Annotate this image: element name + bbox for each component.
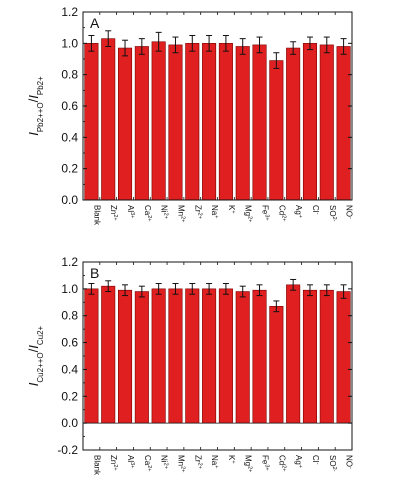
x-tick-label-1: Zn2+ [109, 205, 118, 221]
y-tick-label-1: 0.2 [61, 162, 78, 176]
bar-9 [235, 46, 250, 201]
bar-14 [319, 289, 334, 424]
x-tick-label-0: Blank [92, 205, 101, 226]
bar-8 [218, 288, 233, 424]
y-tick-label-2: 0.4 [61, 130, 78, 144]
x-tick-label-7: Na+ [210, 455, 219, 468]
x-tick-label-13: Cl- [311, 455, 320, 465]
x-tick-label-15: NO- [345, 205, 354, 219]
x-tick-label-12: Ag+ [294, 205, 303, 218]
x-tick-label-14: SO2- [328, 205, 337, 222]
y-tick-label-4: 0.6 [61, 336, 78, 350]
x-tick-label-10: Fe3+ [261, 205, 270, 221]
bar-4 [151, 288, 166, 424]
y-tick-label-5: 1.0 [61, 36, 78, 50]
y-tick-label-1: 0.0 [61, 416, 78, 430]
bar-14 [319, 44, 334, 201]
bar-13 [302, 43, 317, 201]
x-tick-label-8: K+ [227, 205, 236, 214]
y-tick-label-4: 0.8 [61, 68, 78, 82]
y-tick-label-5: 0.8 [61, 309, 78, 323]
x-tick-label-13: Cl- [311, 205, 320, 215]
x-tick-label-1: Zn2+ [109, 455, 118, 471]
x-tick-label-7: Na+ [210, 205, 219, 218]
x-tick-label-4: Ni2+ [160, 205, 169, 219]
bar-13 [302, 289, 317, 424]
bar-3 [134, 291, 149, 424]
x-tick-label-14: SO2- [328, 455, 337, 472]
bar-11 [269, 306, 284, 424]
x-tick-label-9: Mg2+ [244, 455, 253, 472]
bar-7 [202, 288, 217, 424]
x-tick-label-2: Al3+ [126, 205, 135, 218]
bar-6 [185, 43, 200, 201]
bar-5 [168, 44, 183, 201]
panel-letter: A [90, 15, 100, 31]
bar-0 [84, 288, 99, 424]
bar-11 [269, 60, 284, 201]
y-tick-label-7: 1.2 [61, 255, 78, 269]
panel-letter: B [90, 265, 99, 281]
x-tick-label-2: Al3+ [126, 455, 135, 468]
y-tick-label-0: 0.0 [61, 193, 78, 207]
bar-10 [252, 44, 267, 201]
x-tick-label-0: Blank [92, 455, 101, 476]
y-tick-label-6: 1.0 [61, 282, 78, 296]
panel-b: Blank Zn2+ Al3+ Ca2+ Ni2+ Mn2+ Zr2+ Na+ K+ Mg2+ Fe… [26, 255, 354, 476]
x-tick-label-8: K+ [227, 455, 236, 464]
bar-8 [218, 43, 233, 201]
panel-a: Blank Zn2+ Al3+ Ca2+ Ni2+ Mn2+ Zr2+ Na+ K+ Mg2+ Fe… [26, 5, 354, 226]
bar-15 [336, 46, 351, 201]
y-tick-label-2: 0.2 [61, 389, 78, 403]
x-tick-label-5: Mn2+ [176, 455, 185, 472]
bar-1 [101, 38, 116, 201]
x-tick-label-9: Mg2+ [244, 205, 253, 222]
bar-9 [235, 291, 250, 424]
x-tick-label-3: Ca2+ [143, 455, 152, 472]
x-tick-label-15: NO- [345, 455, 354, 469]
x-tick-label-11: Cd2+ [277, 205, 286, 222]
y-axis-label: IPb2++O/IPb2+ [26, 76, 45, 136]
y-axis-label: ICu2++O/ICu2+ [26, 325, 45, 386]
bar-0 [84, 43, 99, 201]
bar-7 [202, 43, 217, 201]
bar-6 [185, 288, 200, 424]
bar-2 [118, 47, 133, 201]
x-tick-label-11: Cd2+ [277, 455, 286, 472]
x-tick-label-3: Ca2+ [143, 205, 152, 222]
y-tick-label-6: 1.2 [61, 5, 78, 19]
y-tick-label-3: 0.6 [61, 99, 78, 113]
bar-1 [101, 285, 116, 424]
bar-4 [151, 41, 166, 201]
x-tick-label-4: Ni2+ [160, 455, 169, 469]
bar-5 [168, 288, 183, 424]
bar-12 [286, 47, 301, 201]
x-tick-label-12: Ag+ [294, 455, 303, 468]
y-tick-label-3: 0.4 [61, 362, 78, 376]
bar-2 [118, 289, 133, 424]
x-tick-label-5: Mn2+ [176, 205, 185, 222]
x-tick-label-6: Zr2+ [193, 455, 202, 469]
y-tick-label-0: -0.2 [57, 443, 78, 457]
bar-12 [286, 284, 301, 424]
bar-15 [336, 291, 351, 424]
x-tick-label-6: Zr2+ [193, 205, 202, 219]
bar-10 [252, 289, 267, 424]
x-tick-label-10: Fe3+ [261, 455, 270, 471]
bar-3 [134, 46, 149, 201]
